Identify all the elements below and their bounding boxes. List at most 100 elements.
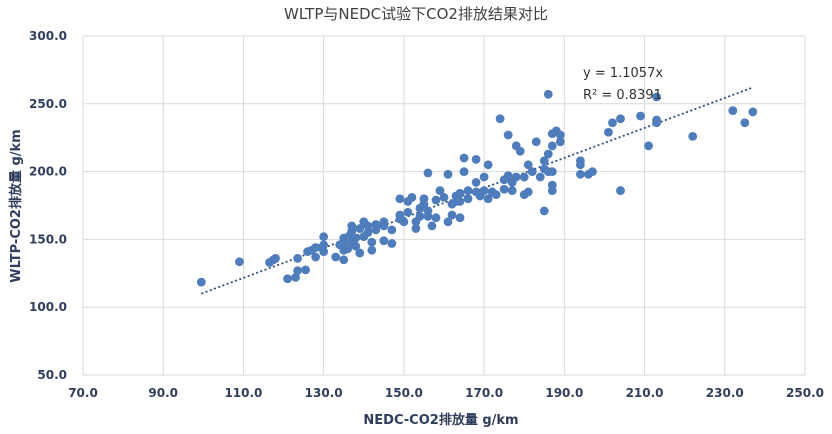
data-point — [636, 111, 645, 121]
data-point — [523, 187, 533, 197]
data-point — [431, 213, 441, 223]
data-point — [311, 243, 321, 252]
data-point — [555, 130, 565, 140]
data-point — [728, 106, 738, 115]
data-point — [447, 210, 457, 220]
data-point — [531, 137, 541, 147]
y-tick-label: 100.0 — [29, 300, 67, 314]
data-point — [351, 241, 361, 251]
data-point — [543, 149, 553, 159]
data-point — [311, 252, 321, 262]
data-point — [495, 114, 505, 124]
data-point — [471, 178, 481, 187]
data-point — [479, 186, 489, 195]
data-point — [616, 186, 625, 195]
data-point — [371, 220, 381, 229]
data-point — [503, 130, 513, 140]
x-axis-ticks: 70.0 90.0 110.0 130.0 150.0 170.0 190.0 210.0 23… — [68, 386, 824, 400]
data-point — [367, 245, 377, 255]
data-point — [343, 244, 353, 254]
data-point — [483, 194, 493, 204]
data-point — [293, 266, 302, 275]
data-point — [515, 146, 525, 156]
data-point — [503, 171, 513, 181]
data-point — [355, 248, 365, 258]
data-point — [523, 160, 533, 170]
x-tick-label: 210.0 — [626, 386, 664, 400]
data-point — [499, 184, 509, 194]
chart-title: WLTP与NEDC试验下CO2排放结果对比 — [284, 5, 548, 23]
data-point — [459, 153, 469, 163]
data-point — [347, 221, 357, 231]
data-point — [319, 232, 329, 242]
x-tick-label: 90.0 — [148, 386, 178, 400]
data-point — [491, 190, 501, 200]
data-point — [459, 167, 469, 177]
data-point — [443, 217, 453, 227]
data-point — [748, 107, 758, 117]
y-tick-label: 150.0 — [29, 232, 67, 246]
data-point — [519, 172, 529, 182]
data-point — [479, 172, 489, 182]
x-tick-label: 230.0 — [706, 386, 744, 400]
data-point — [415, 211, 425, 221]
data-point — [423, 168, 433, 178]
trendline-equation: y = 1.1057x — [583, 66, 663, 81]
data-point — [527, 167, 537, 177]
data-point — [483, 160, 493, 170]
data-point — [319, 247, 329, 257]
data-point — [399, 217, 409, 227]
data-point — [319, 240, 329, 250]
y-axis-ticks: 50.0 100.0 150.0 200.0 250.0 300.0 — [29, 29, 67, 382]
data-point — [652, 92, 661, 102]
x-tick-label: 150.0 — [385, 386, 423, 400]
data-point — [419, 194, 429, 204]
data-point — [387, 225, 397, 235]
data-point — [431, 195, 441, 205]
x-tick-label: 190.0 — [545, 386, 583, 400]
data-point — [379, 236, 389, 246]
x-axis-label: NEDC-CO2排放量 g/km — [363, 412, 518, 428]
x-tick-label: 170.0 — [465, 386, 503, 400]
data-point — [644, 141, 653, 151]
data-point — [463, 186, 473, 195]
data-point — [547, 167, 557, 177]
data-point — [283, 274, 292, 284]
x-tick-label: 70.0 — [68, 386, 98, 400]
data-point — [539, 156, 549, 166]
data-point — [293, 253, 302, 263]
data-point — [271, 253, 280, 263]
data-point — [235, 257, 244, 267]
data-points — [196, 89, 758, 287]
x-tick-label: 250.0 — [786, 386, 824, 400]
data-point — [535, 172, 545, 182]
data-point — [331, 252, 341, 262]
data-point — [355, 224, 365, 233]
data-point — [411, 224, 421, 233]
x-tick-label: 130.0 — [305, 386, 343, 400]
data-point — [395, 194, 405, 204]
y-tick-label: 300.0 — [29, 29, 67, 43]
data-point — [616, 114, 625, 124]
grid-layer — [82, 35, 806, 376]
data-point — [604, 127, 613, 137]
data-point — [688, 131, 698, 141]
data-point — [588, 167, 597, 177]
data-point — [367, 237, 377, 247]
data-point — [443, 169, 453, 179]
data-point — [455, 188, 465, 198]
data-point — [435, 186, 445, 195]
data-point — [455, 197, 465, 206]
data-point — [575, 156, 585, 166]
data-point — [555, 137, 565, 147]
data-point — [575, 169, 585, 179]
x-tick-label: 110.0 — [224, 386, 262, 400]
data-point — [608, 118, 617, 128]
y-tick-label: 250.0 — [29, 97, 67, 111]
trendline-r-squared: R² = 0.8391 — [583, 88, 662, 103]
data-point — [339, 255, 349, 265]
data-point — [351, 233, 361, 243]
data-point — [407, 192, 417, 202]
data-point — [547, 186, 557, 195]
